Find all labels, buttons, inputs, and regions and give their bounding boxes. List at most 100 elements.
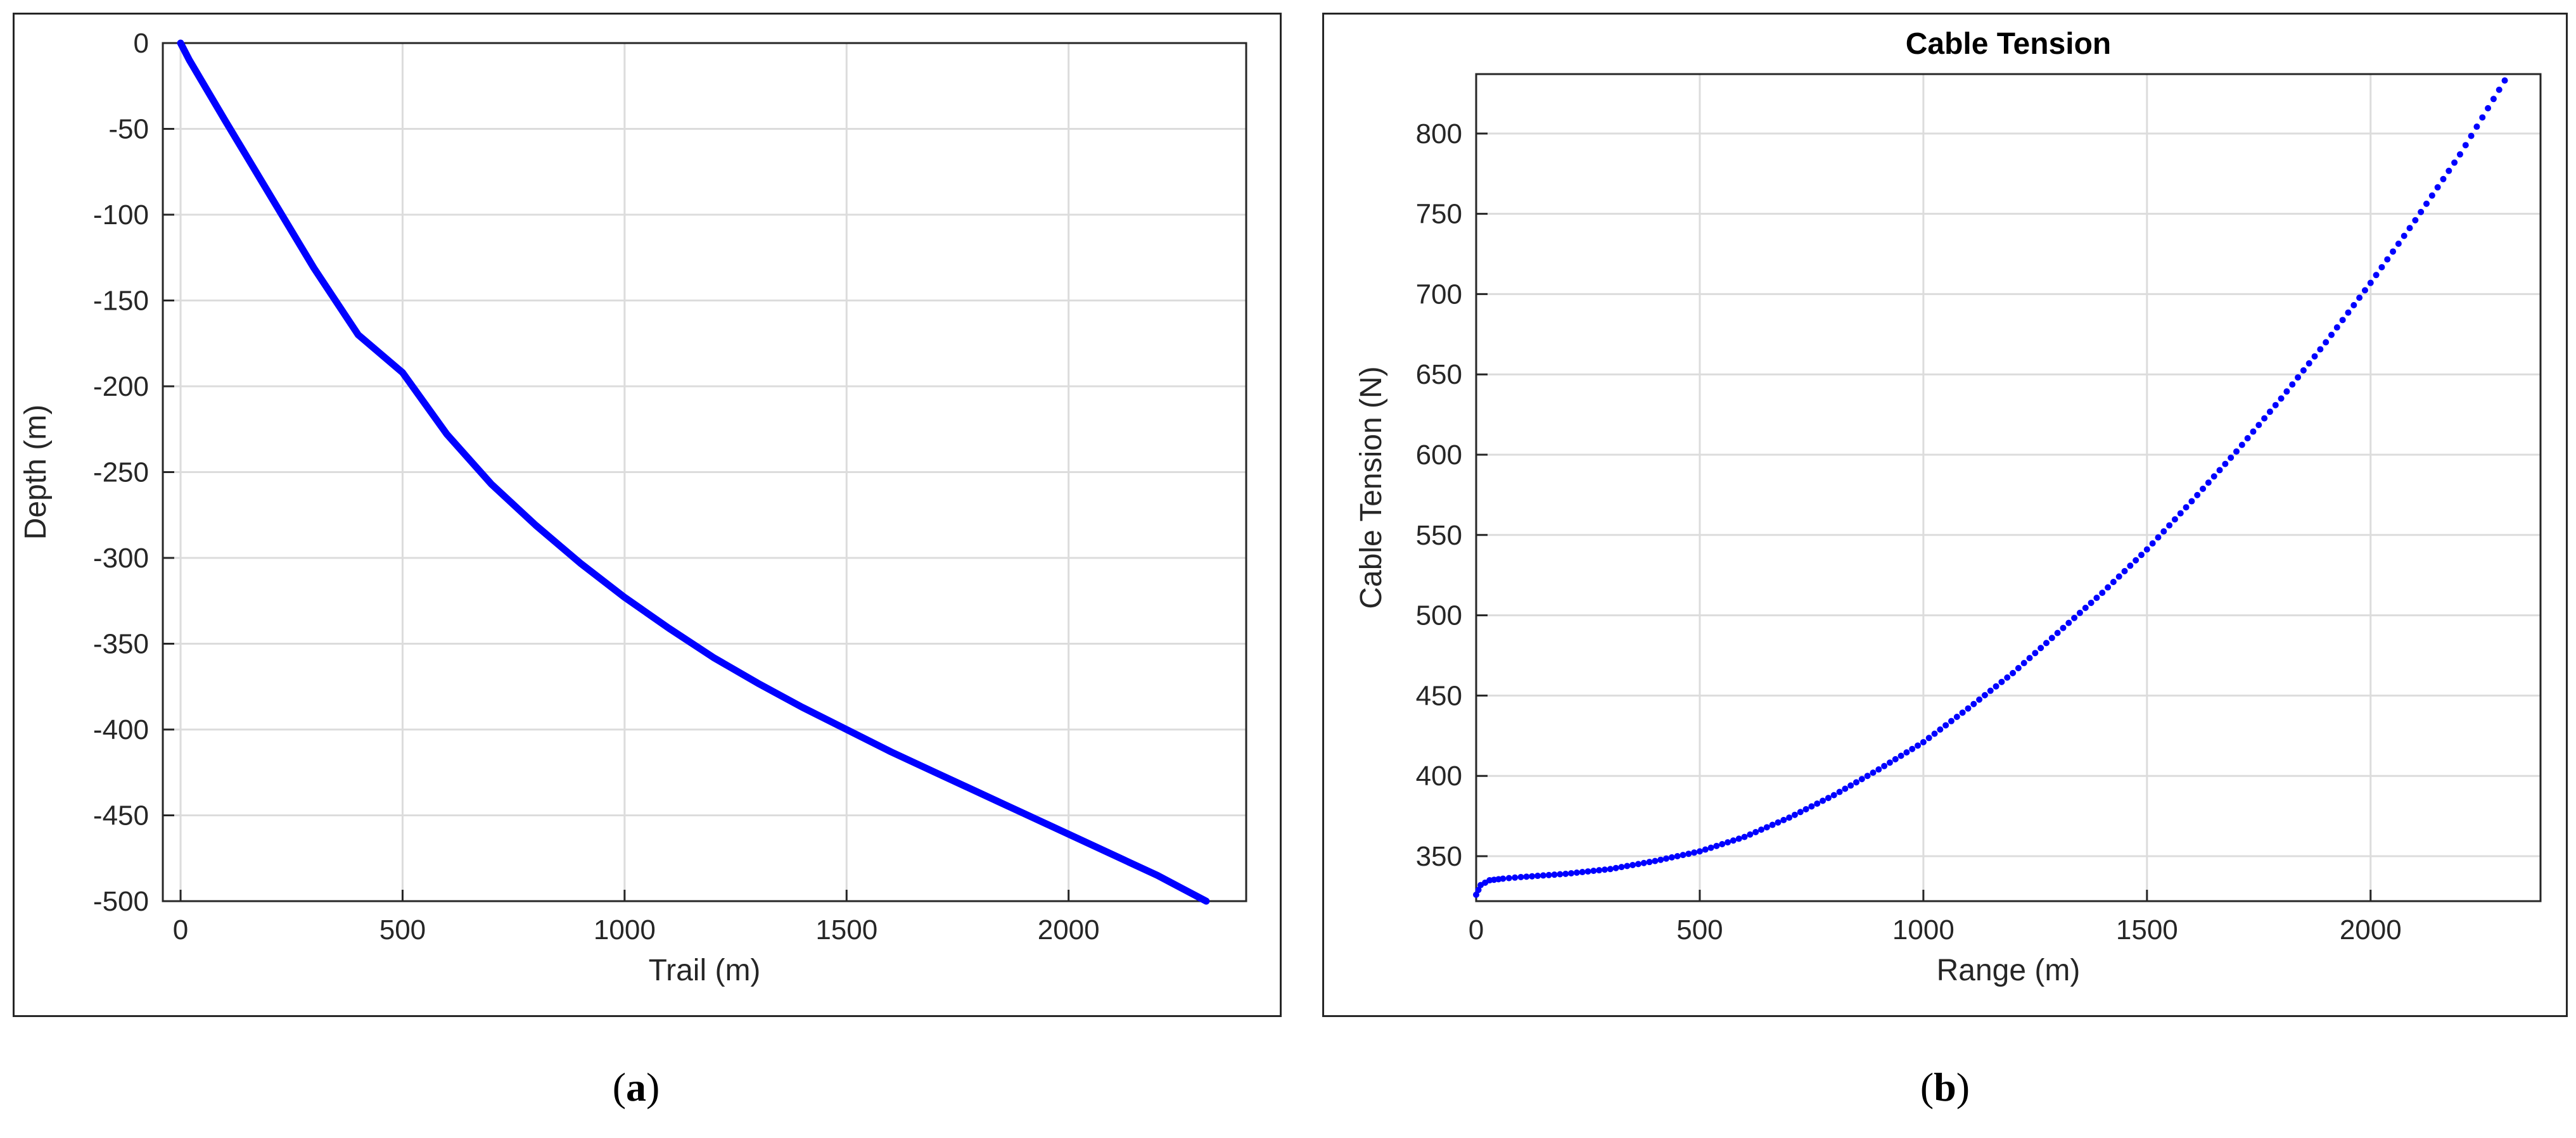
chart-b-y-tick-label: 450 xyxy=(1416,680,1462,711)
chart-b-data-point xyxy=(1965,705,1972,712)
chart-b-data-point xyxy=(2428,192,2435,199)
chart-b-data-point xyxy=(2333,324,2340,331)
chart-b-data-point xyxy=(2188,498,2195,505)
chart-b-data-point xyxy=(2060,624,2067,631)
chart-b-data-point xyxy=(2345,309,2352,316)
chart-b-data-point xyxy=(2423,200,2430,207)
chart-b-data-point xyxy=(1691,849,1698,856)
chart-b-data-point xyxy=(1534,873,1541,880)
chart-b-data-point xyxy=(2479,114,2486,121)
chart-b-data-point xyxy=(1719,840,1726,847)
chart-b: 0 500 1000 1500 2000 350 400 450 500 550 600 650 700… xyxy=(1355,27,2542,987)
chart-b-data-point xyxy=(1830,792,1837,799)
chart-b-y-tick-label: 550 xyxy=(1416,520,1462,551)
chart-b-data-point xyxy=(1596,867,1603,874)
chart-b-data-point xyxy=(2037,645,2044,652)
chart-b-data-point xyxy=(1601,866,1608,873)
chart-b-data-point xyxy=(1909,745,1916,752)
chart-b-data-point xyxy=(2110,578,2117,585)
chart-b-data-point xyxy=(2143,546,2150,553)
chart-b-data-point xyxy=(2210,473,2217,480)
chart-b-data-point xyxy=(2373,272,2380,279)
chart-b-data-point xyxy=(1741,833,1748,840)
chart-b-data-point xyxy=(2350,301,2357,308)
chart-b-data-point xyxy=(2121,567,2128,574)
chart-b-data-point xyxy=(2250,428,2257,435)
chart-b-data-point xyxy=(2076,609,2083,616)
chart-a-y-tick-label: 0 xyxy=(134,28,149,59)
chart-b-data-point xyxy=(2160,528,2167,535)
chart-b-data-point xyxy=(1696,848,1703,855)
chart-b-data-point xyxy=(1725,839,1731,846)
chart-b-data-point xyxy=(1674,852,1681,859)
chart-b-data-point xyxy=(1769,821,1776,828)
chart-b-data-point xyxy=(2233,448,2240,455)
chart-b-data-point xyxy=(2177,510,2184,517)
chart-a-y-tick-label: -100 xyxy=(93,199,149,231)
chart-b-data-point xyxy=(2456,151,2463,158)
chart-b-data-point xyxy=(1568,869,1574,876)
chart-a-x-tick-label: 1000 xyxy=(594,914,656,945)
chart-b-y-tick-label: 650 xyxy=(1416,359,1462,390)
chart-b-data-point xyxy=(2496,86,2503,93)
chart-b-data-point xyxy=(2155,534,2162,541)
chart-a-x-tick-label: 2000 xyxy=(1038,914,1100,945)
chart-b-data-point xyxy=(1937,726,1944,733)
chart-b-data-point xyxy=(1668,854,1675,861)
chart-b-data-point xyxy=(1713,842,1720,849)
chart-b-plot-area xyxy=(1476,74,2541,901)
chart-b-data-point xyxy=(1858,776,1865,783)
chart-b-data-point xyxy=(1814,800,1821,807)
chart-b-data-point xyxy=(2445,167,2452,174)
chart-b-data-point xyxy=(2043,640,2050,647)
caption-b: (b) xyxy=(1920,1065,1970,1110)
chart-b-data-point xyxy=(2171,516,2178,523)
chart-b-data-point xyxy=(1925,735,1932,742)
chart-a-y-tick-label: -500 xyxy=(93,886,149,917)
chart-b-data-point xyxy=(1758,826,1764,833)
chart-b-data-point xyxy=(2367,279,2374,286)
chart-b-data-point xyxy=(2238,441,2245,448)
chart-b-data-point xyxy=(2020,660,2027,667)
chart-b-data-point xyxy=(2406,225,2413,232)
chart-b-data-point xyxy=(1981,692,1988,699)
chart-b-data-point xyxy=(2054,629,2061,636)
chart-b-y-tick-label: 800 xyxy=(1416,118,1462,149)
chart-b-data-point xyxy=(2390,248,2397,255)
chart-b-data-point xyxy=(1786,814,1793,821)
chart-b-data-point xyxy=(1875,766,1882,773)
chart-b-data-point xyxy=(1998,678,2005,685)
chart-b-data-point xyxy=(1545,871,1552,878)
chart-b-data-point xyxy=(1820,797,1827,804)
chart-b-x-tick-label: 1000 xyxy=(1892,914,1954,945)
chart-b-data-point xyxy=(2127,562,2134,569)
chart-b-data-point xyxy=(2093,595,2100,602)
chart-a-x-tick-label: 0 xyxy=(173,914,188,945)
chart-b-data-point xyxy=(1607,866,1614,873)
chart-b-data-point xyxy=(2283,388,2290,395)
chart-a-y-tick-label: -400 xyxy=(93,714,149,745)
chart-a-y-tick-label: -350 xyxy=(93,629,149,660)
chart-b-data-point xyxy=(2289,381,2296,388)
chart-b-data-point xyxy=(2434,184,2441,191)
chart-a-y-tick-label: -200 xyxy=(93,371,149,402)
chart-b-data-point xyxy=(2401,232,2407,239)
chart-b-data-point xyxy=(1657,856,1664,863)
chart-b-data-point xyxy=(2418,208,2425,215)
chart-a-y-tick-label: -300 xyxy=(93,543,149,574)
chart-a-x-tick-label: 1500 xyxy=(815,914,877,945)
chart-b-x-tick-label: 0 xyxy=(1469,914,1484,945)
chart-b-data-point xyxy=(1970,700,1977,707)
chart-b-data-point xyxy=(1557,871,1564,878)
chart-b-data-point xyxy=(1529,873,1536,880)
chart-b-data-point xyxy=(2004,674,2011,681)
chart-b-data-point xyxy=(2473,123,2480,130)
chart-b-data-point xyxy=(2323,339,2330,346)
chart-b-data-point xyxy=(2183,504,2190,511)
chart-b-data-point xyxy=(2194,491,2201,498)
chart-b-data-point xyxy=(2501,77,2508,84)
chart-b-data-point xyxy=(1886,759,1893,766)
chart-b-data-point xyxy=(2200,485,2207,492)
chart-b-data-point xyxy=(2300,367,2307,374)
chart-b-data-point xyxy=(1976,696,1983,703)
